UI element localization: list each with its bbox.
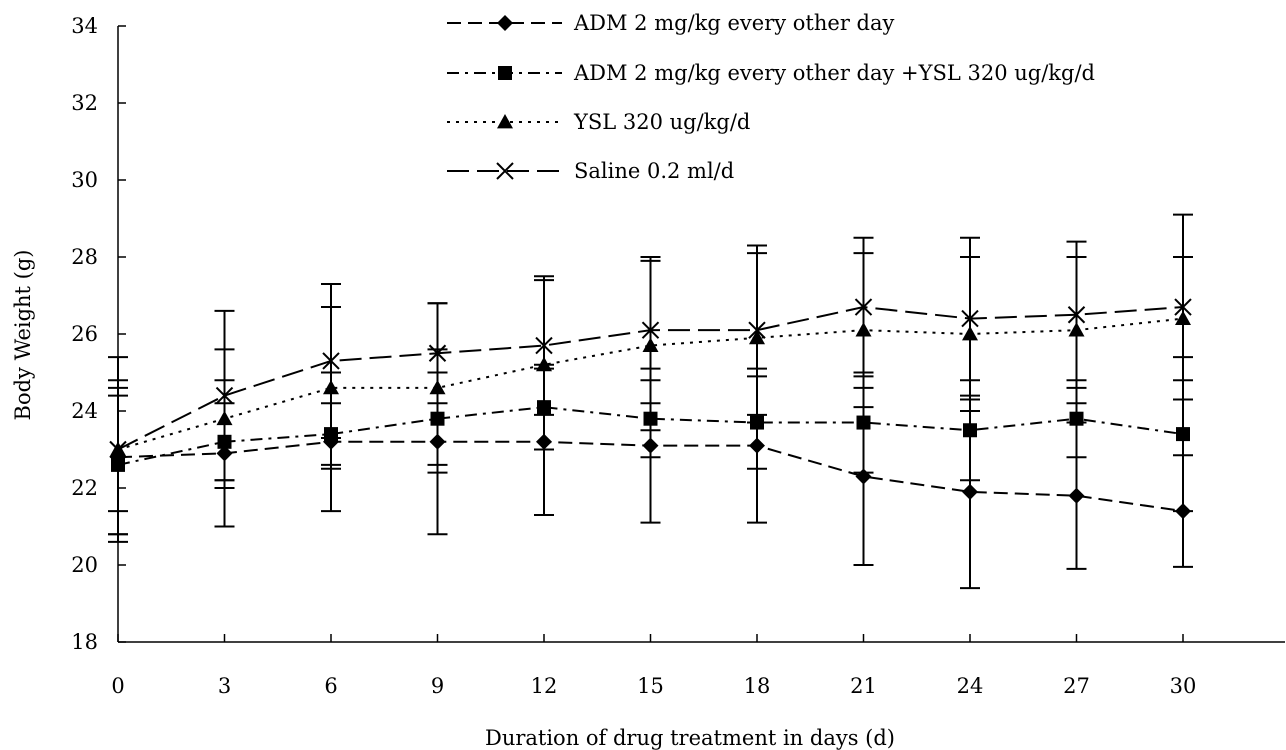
y-tick-label: 32 — [71, 91, 98, 115]
data-point — [962, 483, 978, 500]
x-tick-label: 24 — [957, 674, 984, 698]
x-marker-stroke — [1067, 306, 1086, 324]
x-tick-label: 21 — [850, 674, 877, 698]
legend-marker — [496, 162, 514, 180]
legend-entry: YSL 320 ug/kg/d — [447, 110, 750, 134]
series-line — [117, 406, 1184, 466]
data-point — [1068, 487, 1085, 504]
legend-label: Saline 0.2 ml/d — [574, 159, 734, 183]
plot-area — [108, 213, 1193, 590]
data-point — [641, 321, 660, 339]
data-point — [322, 352, 340, 370]
data-point — [1067, 306, 1086, 324]
x-marker-stroke — [215, 386, 234, 405]
data-point — [109, 440, 127, 459]
x-tick-label: 0 — [111, 674, 124, 698]
x-marker-stroke — [535, 336, 553, 355]
legend-marker — [497, 15, 513, 31]
y-tick-label: 20 — [71, 553, 98, 577]
legend-marker — [498, 66, 512, 80]
x-marker-stroke — [961, 309, 979, 328]
y-tick-label: 18 — [71, 630, 98, 654]
x-marker-stroke — [322, 352, 340, 370]
data-point — [748, 321, 766, 339]
data-point — [1176, 427, 1190, 442]
series-4 — [108, 213, 1193, 543]
x-marker-stroke — [641, 321, 660, 339]
data-point — [215, 386, 234, 405]
x-marker-stroke — [1174, 298, 1192, 316]
x-marker-stroke — [496, 162, 514, 180]
data-point — [856, 415, 871, 430]
x-ticks: 0 3 6 9 12 15 18 21 24 27 30 — [111, 634, 1196, 698]
x-axis-title: Duration of drug treatment in days (d) — [485, 726, 895, 750]
data-point — [961, 309, 979, 328]
y-tick-label: 24 — [71, 399, 98, 423]
series-line — [117, 317, 1184, 451]
x-tick-label: 3 — [218, 674, 231, 698]
x-marker-stroke — [748, 321, 766, 339]
legend-entry: ADM 2 mg/kg every other day — [447, 11, 894, 35]
data-point — [854, 298, 873, 316]
x-marker-stroke — [428, 344, 447, 362]
y-tick-label: 26 — [71, 322, 98, 346]
x-tick-label: 12 — [531, 674, 558, 698]
x-tick-label: 27 — [1063, 674, 1090, 698]
x-marker-stroke — [854, 298, 873, 316]
data-point — [963, 423, 977, 438]
legend-marker — [497, 114, 513, 129]
x-tick-label: 15 — [637, 674, 664, 698]
legend-label: ADM 2 mg/kg every other day +YSL 320 ug/… — [573, 61, 1095, 85]
data-point — [1069, 411, 1084, 426]
x-tick-label: 9 — [431, 674, 444, 698]
y-tick-label: 34 — [71, 14, 98, 38]
x-tick-label: 30 — [1170, 674, 1197, 698]
y-tick-label: 30 — [71, 168, 98, 192]
legend-label: ADM 2 mg/kg every other day — [573, 11, 894, 35]
data-point — [1174, 298, 1192, 316]
legend-entry: Saline 0.2 ml/d — [447, 159, 734, 183]
legend-label: YSL 320 ug/kg/d — [573, 110, 750, 134]
legend: ADM 2 mg/kg every other day ADM 2 mg/kg e… — [447, 11, 1095, 183]
x-tick-label: 6 — [324, 674, 337, 698]
y-tick-label: 22 — [71, 476, 98, 500]
y-tick-label: 28 — [71, 245, 98, 269]
y-ticks: 18 20 22 24 26 28 30 32 34 — [71, 14, 126, 654]
data-point — [535, 336, 553, 355]
y-axis-title: Body Weight (g) — [11, 250, 35, 421]
legend-entry: ADM 2 mg/kg every other day +YSL 320 ug/… — [447, 61, 1095, 85]
x-tick-label: 18 — [744, 674, 771, 698]
data-point — [428, 344, 447, 362]
x-marker-stroke — [109, 440, 127, 459]
